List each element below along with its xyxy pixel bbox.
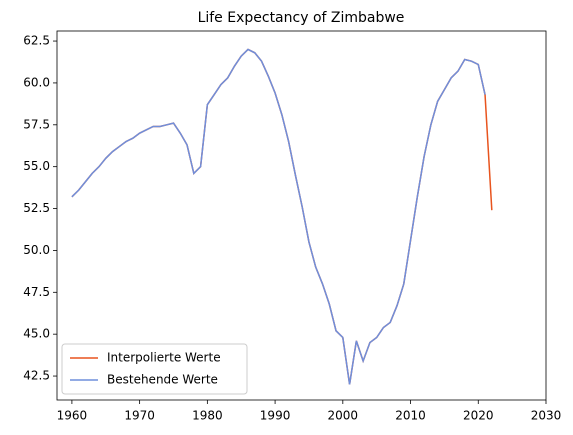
legend-box — [61, 343, 248, 395]
y-tick-label: 55.0 — [23, 159, 50, 173]
y-tick-label: 42.5 — [23, 369, 50, 383]
legend-label: Interpolierte Werte — [107, 351, 221, 365]
legend-label: Bestehende Werte — [107, 373, 218, 387]
y-tick-label: 45.0 — [23, 327, 50, 341]
line-series — [71, 48, 493, 385]
line-series — [71, 48, 486, 385]
chart-title: Life Expectancy of Zimbabwe — [198, 10, 405, 26]
y-tick-label: 57.5 — [23, 117, 50, 131]
x-tick-label: 1990 — [260, 409, 291, 423]
x-tick-label: 2030 — [531, 409, 562, 423]
x-tick-label: 2000 — [328, 409, 359, 423]
y-tick-label: 60.0 — [23, 75, 50, 89]
x-tick-label: 1970 — [124, 409, 155, 423]
plot-frame — [56, 30, 547, 401]
y-tick-label: 52.5 — [23, 201, 50, 215]
x-tick-label: 2010 — [395, 409, 426, 423]
x-tick-label: 1960 — [57, 409, 88, 423]
x-tick-label: 1980 — [192, 409, 223, 423]
y-tick-label: 62.5 — [23, 34, 50, 48]
x-tick-label: 2020 — [463, 409, 494, 423]
y-tick-label: 50.0 — [23, 243, 50, 257]
y-tick-label: 47.5 — [23, 285, 50, 299]
